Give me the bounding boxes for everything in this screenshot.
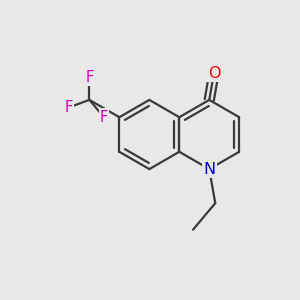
Text: N: N — [203, 162, 215, 177]
Text: F: F — [100, 110, 108, 124]
Text: F: F — [64, 100, 72, 115]
Text: O: O — [208, 66, 220, 81]
Text: F: F — [85, 70, 94, 85]
